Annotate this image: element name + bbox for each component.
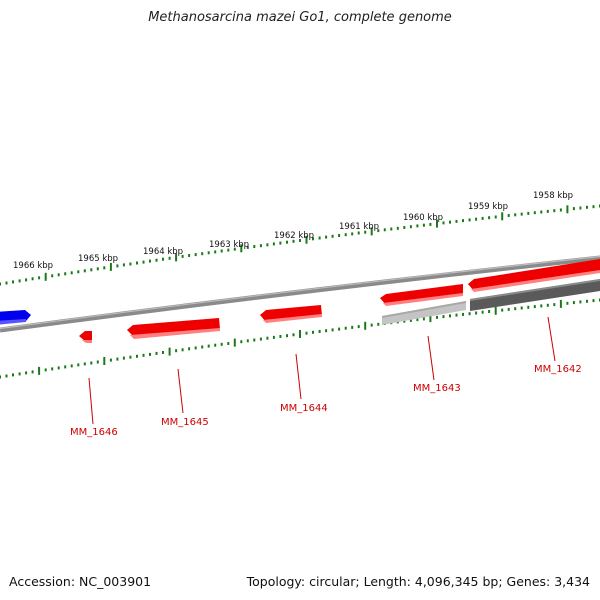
gene-label-MM_1642: MM_1642 <box>534 364 582 375</box>
kbp-label-1965: 1965 kbp <box>78 254 118 264</box>
gene-blue-shade <box>0 319 26 325</box>
genome-backbone-highlight <box>0 255 600 330</box>
gene-MM_1644 <box>260 305 322 323</box>
kbp-label-1960: 1960 kbp <box>403 213 443 223</box>
genome-stats-text: Topology: circular; Length: 4,096,345 bp… <box>246 574 590 589</box>
gene-label-MM_1644: MM_1644 <box>280 403 328 414</box>
map-title: Methanosarcina mazei Go1, complete genom… <box>148 10 452 25</box>
kbp-label-1966: 1966 kbp <box>13 261 53 271</box>
feature-dark-grey-edge <box>470 279 600 301</box>
gene-MM_1645 <box>127 318 220 339</box>
gene-MM_1642 <box>468 259 600 292</box>
gene-MM_1643 <box>380 284 463 306</box>
kbp-label-1961: 1961 kbp <box>339 222 379 232</box>
gene-label-MM_1643: MM_1643 <box>413 383 461 394</box>
genome-backbone <box>0 255 600 333</box>
gene-label-MM_1646: MM_1646 <box>70 427 118 438</box>
kbp-label-1964: 1964 kbp <box>143 247 183 257</box>
gene-MM_1646 <box>79 331 92 343</box>
kbp-label-1959: 1959 kbp <box>468 202 508 212</box>
kbp-label-1963: 1963 kbp <box>209 240 249 250</box>
feature-light-grey-edge <box>382 301 466 318</box>
gene-labels: MM_1646 MM_1645 MM_1644 MM_1643 MM_1642 <box>70 364 582 438</box>
inner-tick-ruler <box>0 298 600 379</box>
gene-callout-lines <box>88 316 556 425</box>
accession-text: Accession: NC_003901 <box>9 574 152 589</box>
feature-dark-grey <box>470 279 600 311</box>
outer-tick-ruler <box>0 204 600 286</box>
kbp-label-1962: 1962 kbp <box>274 231 314 241</box>
gene-label-MM_1645: MM_1645 <box>161 417 209 428</box>
feature-light-grey <box>382 301 466 325</box>
kbp-labels: 1966 kbp 1965 kbp 1964 kbp 1963 kbp 1962… <box>13 191 573 271</box>
kbp-label-1958: 1958 kbp <box>533 191 573 201</box>
